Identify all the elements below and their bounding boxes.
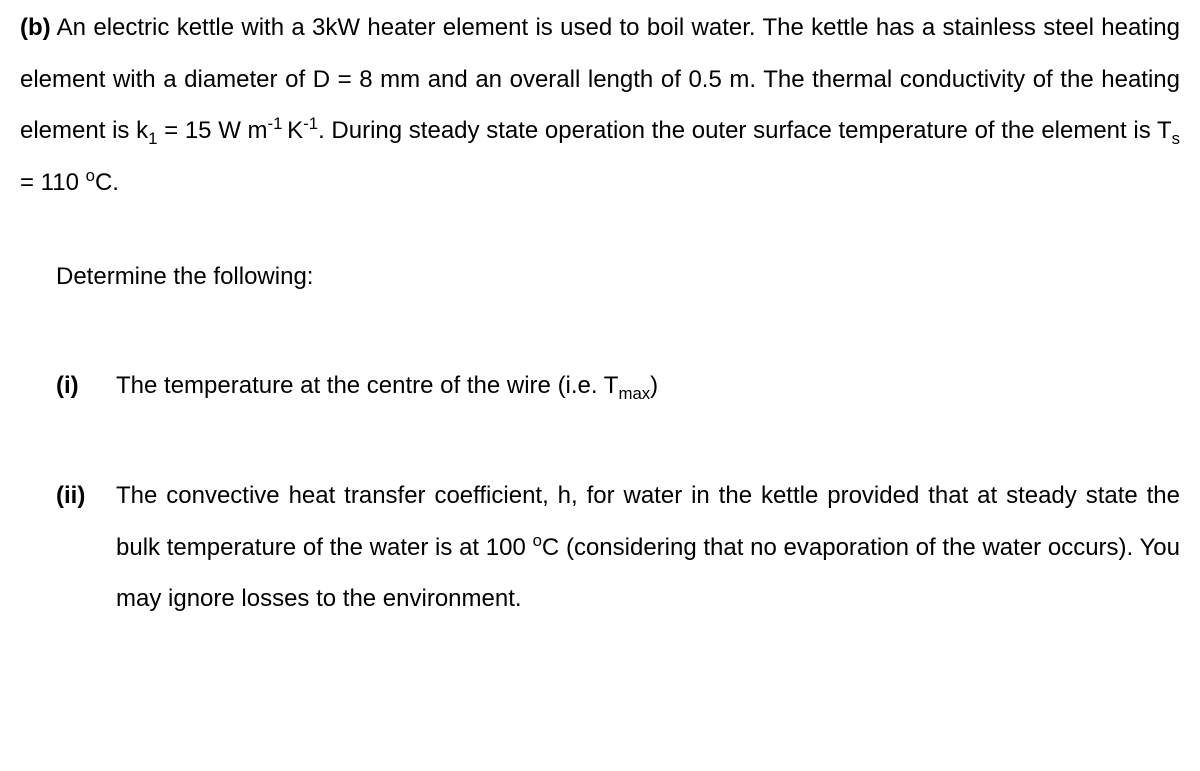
part-b-label: (b) [20,14,51,41]
intro-sup-2: -1 [303,114,318,133]
i-sub: max [618,384,650,403]
intro-sup-3: o [86,166,95,185]
sub-label-i: (i) [56,360,116,412]
part-b-intro: (b) An electric kettle with a 3kW heater… [20,2,1180,209]
intro-text-3: K [287,117,303,144]
determine-text: Determine the following: [56,251,1180,303]
intro-text-6: C. [95,169,119,196]
intro-text-5: = 110 [20,169,86,196]
sub-label-ii: (ii) [56,470,116,625]
i-text-2: ) [650,372,658,399]
i-text-1: The temperature at the centre of the wir… [116,372,618,399]
intro-sup-1: -1 [268,114,288,133]
intro-sub-2: s [1172,129,1180,148]
sub-text-i: The temperature at the centre of the wir… [116,360,1180,412]
question-content: (b) An electric kettle with a 3kW heater… [20,2,1180,625]
intro-text-4: . During steady state operation the oute… [318,117,1172,144]
intro-text-2: = 15 W m [157,117,267,144]
sub-text-ii: The convective heat transfer coefficient… [116,470,1180,625]
sub-item-ii: (ii) The convective heat transfer coeffi… [56,470,1180,625]
sub-item-i: (i) The temperature at the centre of the… [56,360,1180,412]
ii-sup: o [533,531,542,550]
